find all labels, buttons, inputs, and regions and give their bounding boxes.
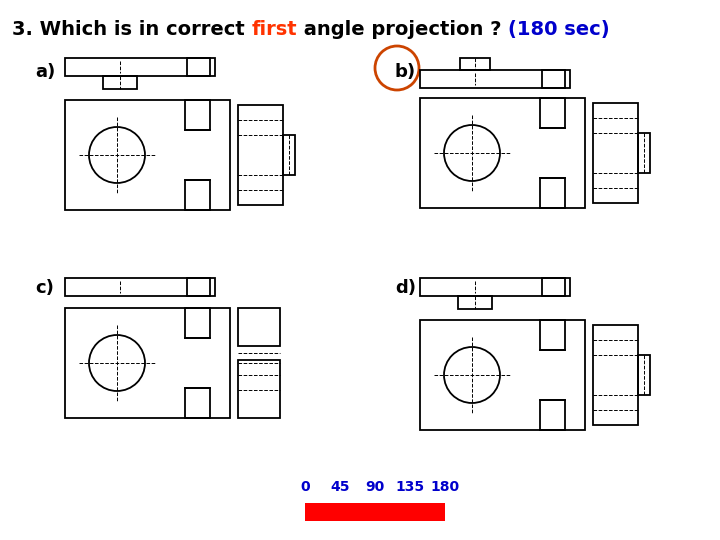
Text: c): c) [35, 279, 54, 297]
Text: 135: 135 [395, 480, 425, 494]
Text: a): a) [35, 63, 55, 81]
Text: first: first [251, 20, 297, 39]
Text: d): d) [395, 279, 416, 297]
Text: 45: 45 [330, 480, 350, 494]
Text: 180: 180 [431, 480, 459, 494]
Text: angle projection ?: angle projection ? [297, 20, 508, 39]
Text: 0: 0 [300, 480, 310, 494]
Text: 90: 90 [365, 480, 384, 494]
Bar [305, 503, 445, 521]
Text: 3. Which is in correct: 3. Which is in correct [12, 20, 251, 39]
Text: (180 sec): (180 sec) [508, 20, 610, 39]
Text: b): b) [395, 63, 416, 81]
